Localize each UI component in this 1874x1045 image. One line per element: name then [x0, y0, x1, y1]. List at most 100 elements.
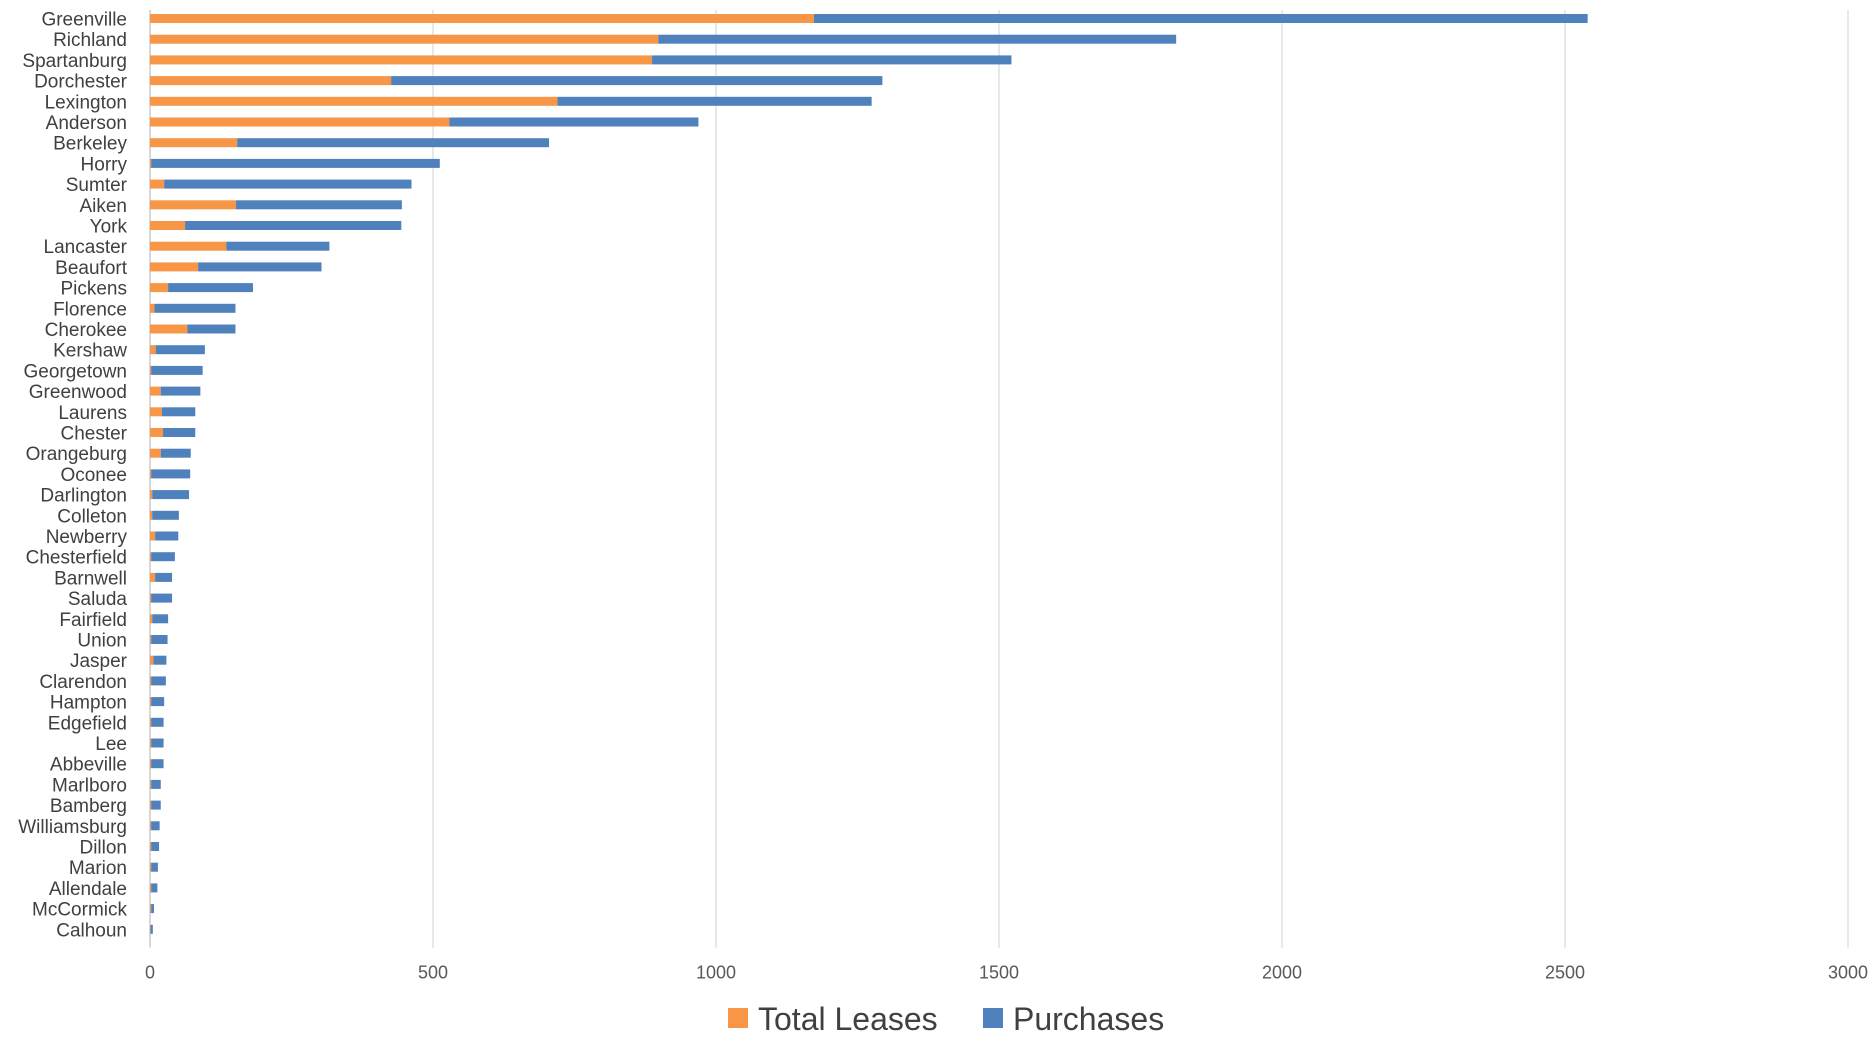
bar-total-leases: [150, 303, 155, 313]
bar-total-leases: [150, 800, 152, 810]
bar-purchases: [168, 283, 254, 293]
category-label: Saluda: [68, 589, 128, 610]
bar-total-leases: [150, 262, 199, 272]
category-label: Beaufort: [55, 258, 128, 279]
category-label: Hampton: [50, 693, 127, 714]
bars: [150, 14, 1588, 934]
category-label: Laurens: [58, 403, 127, 424]
bar-purchases: [198, 262, 322, 272]
bar-purchases: [153, 655, 167, 665]
bar-purchases: [151, 717, 164, 727]
bar-total-leases: [150, 593, 152, 603]
category-label: Berkeley: [53, 134, 127, 155]
category-label: Marion: [69, 858, 127, 879]
bar-total-leases: [150, 158, 152, 168]
bar-purchases: [226, 241, 330, 251]
bar-purchases: [164, 179, 412, 189]
category-label: Cherokee: [45, 320, 127, 341]
bar-purchases: [152, 614, 169, 624]
category-label: Dorchester: [34, 72, 128, 93]
bar-total-leases: [150, 738, 152, 748]
bar-total-leases: [150, 365, 152, 375]
bar-purchases: [652, 55, 1012, 65]
bar-total-leases: [150, 200, 237, 210]
bar-purchases: [151, 365, 203, 375]
bar-total-leases: [150, 55, 653, 65]
category-label: Pickens: [60, 279, 127, 300]
bar-total-leases: [150, 779, 152, 789]
bar-purchases: [187, 324, 236, 334]
category-labels: GreenvilleRichlandSpartanburgDorchesterL…: [18, 10, 127, 942]
category-label: Chesterfield: [26, 548, 127, 569]
bar-total-leases: [150, 842, 152, 851]
category-label: Georgetown: [23, 361, 127, 382]
bar-total-leases: [150, 345, 156, 355]
x-axis-tick-labels: 0 500 1000 1500 2000 2500 3000: [145, 963, 1868, 983]
bar-purchases: [163, 428, 196, 437]
bar-purchases: [150, 924, 153, 934]
bar-purchases: [151, 883, 158, 893]
category-label: Florence: [53, 299, 127, 320]
category-label: Aiken: [79, 196, 127, 217]
category-label: McCormick: [32, 900, 127, 921]
legend: Total Leases Purchases: [728, 1001, 1164, 1037]
bar-purchases: [151, 635, 168, 644]
bar-total-leases: [150, 14, 814, 23]
bar-purchases: [161, 407, 196, 417]
category-label: Newberry: [46, 527, 128, 548]
category-label: Orangeburg: [26, 444, 127, 465]
bar-total-leases: [150, 96, 558, 106]
bar-purchases: [151, 158, 440, 168]
category-label: Bamberg: [50, 796, 127, 817]
bar-purchases: [813, 14, 1588, 23]
bar-total-leases: [150, 448, 161, 458]
category-label: Jasper: [70, 651, 128, 672]
category-label: Colleton: [57, 506, 127, 527]
bar-purchases: [185, 221, 402, 230]
category-label: Chester: [60, 424, 127, 445]
gridlines: [149, 10, 1849, 948]
bar-purchases: [151, 779, 161, 789]
bar-purchases: [391, 76, 883, 86]
bar-purchases: [155, 572, 173, 582]
bar-purchases: [152, 490, 190, 500]
bar-total-leases: [150, 241, 227, 251]
bar-purchases: [236, 200, 402, 210]
category-label: Spartanburg: [22, 51, 127, 72]
bar-purchases: [557, 96, 872, 106]
bar-total-leases: [150, 76, 392, 86]
category-label: Fairfield: [59, 610, 127, 631]
bar-total-leases: [150, 407, 162, 417]
category-label: Lee: [95, 734, 127, 755]
bar-total-leases: [150, 904, 152, 914]
bar-purchases: [155, 345, 205, 355]
x-tick-label: 0: [145, 963, 155, 983]
bar-purchases: [151, 904, 154, 914]
category-label: Oconee: [60, 465, 127, 486]
bar-purchases: [449, 117, 699, 127]
category-label: Calhoun: [56, 920, 127, 941]
bar-purchases: [160, 386, 201, 396]
legend-swatch: [983, 1008, 1003, 1028]
bar-total-leases: [150, 717, 152, 727]
bar-total-leases: [150, 572, 156, 582]
category-label: Allendale: [49, 879, 127, 900]
x-tick-label: 2000: [1262, 963, 1302, 983]
bar-total-leases: [150, 862, 152, 872]
category-label: Anderson: [46, 113, 127, 134]
category-label: Abbeville: [50, 755, 127, 776]
category-label: York: [90, 217, 128, 238]
x-tick-label: 1000: [696, 963, 736, 983]
bar-total-leases: [150, 386, 161, 396]
x-tick-label: 2500: [1545, 963, 1585, 983]
category-label: Barnwell: [54, 568, 127, 589]
category-label: Lexington: [45, 92, 127, 113]
bar-total-leases: [150, 531, 156, 541]
bar-total-leases: [150, 821, 152, 831]
category-label: Sumter: [66, 175, 128, 196]
bar-total-leases: [150, 283, 169, 293]
category-label: Lancaster: [44, 237, 128, 258]
category-label: Williamsburg: [18, 817, 127, 838]
legend-label: Total Leases: [758, 1001, 938, 1037]
